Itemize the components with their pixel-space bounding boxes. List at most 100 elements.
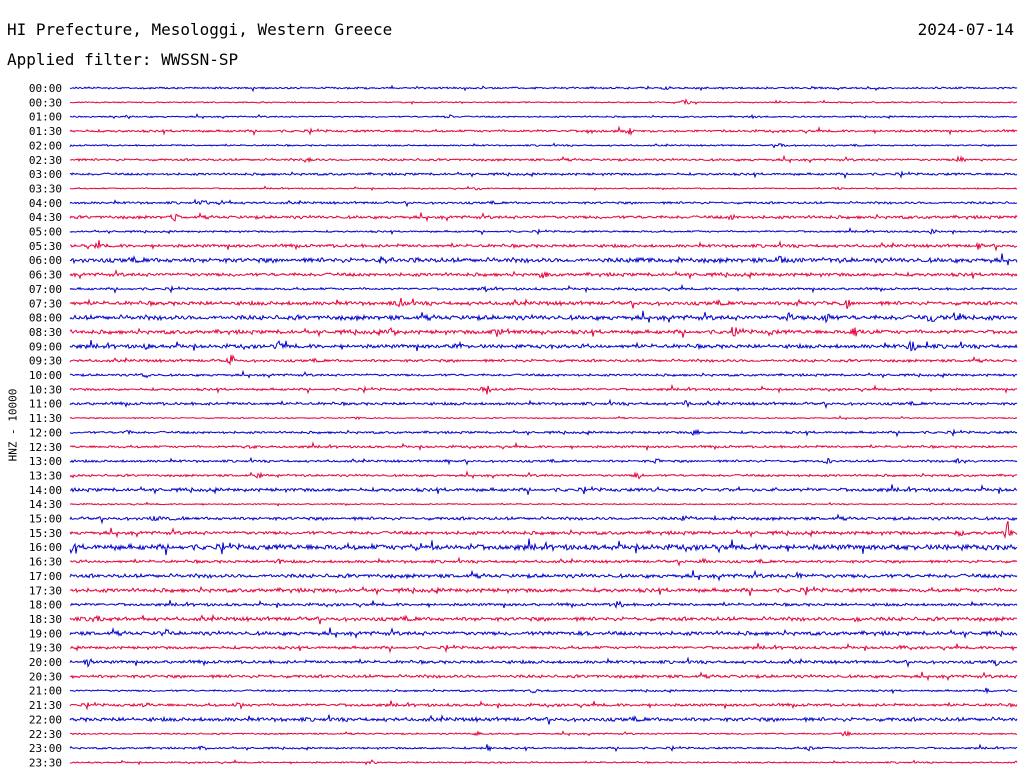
row-time-label: 07:00 [29, 283, 62, 296]
row-time-label: 19:30 [29, 642, 62, 655]
row-time-label: 17:30 [29, 584, 62, 597]
trace-line [69, 687, 1018, 695]
row-time-label: 05:00 [29, 226, 62, 239]
row-time-label: 13:00 [29, 455, 62, 468]
trace-line [69, 240, 1018, 252]
row-time-label: 18:00 [29, 599, 62, 612]
trace-line [69, 626, 1018, 640]
trace-line [69, 84, 1018, 93]
date-label: 2024-07-14 [917, 20, 1014, 39]
trace-line [69, 226, 1018, 236]
row-time-label: 22:30 [29, 728, 62, 741]
trace-line [69, 125, 1018, 137]
trace-line [69, 656, 1018, 668]
trace-line [69, 297, 1018, 309]
row-time-label: 12:00 [29, 426, 62, 439]
row-time-label: 06:00 [29, 254, 62, 267]
row-time-label: 22:00 [29, 713, 62, 726]
row-time-label: 03:30 [29, 182, 62, 195]
trace-line [69, 268, 1018, 280]
trace-line [69, 613, 1018, 625]
row-time-label: 04:00 [29, 197, 62, 210]
trace-line [69, 513, 1018, 525]
row-time-label: 02:00 [29, 139, 62, 152]
row-time-label: 10:00 [29, 369, 62, 382]
trace-line [69, 441, 1018, 452]
row-time-label: 01:30 [29, 125, 62, 138]
trace-line [69, 142, 1018, 149]
row-time-label: 23:00 [29, 742, 62, 755]
trace-line [69, 642, 1018, 654]
trace-line [69, 253, 1018, 266]
row-time-label: 09:30 [29, 355, 62, 368]
row-time-label: 20:30 [29, 670, 62, 683]
trace-line [69, 483, 1018, 495]
trace-line [69, 569, 1018, 582]
trace-line [69, 759, 1018, 766]
row-time-label: 15:30 [29, 527, 62, 540]
row-time-label: 07:30 [29, 297, 62, 310]
trace-line [69, 585, 1018, 597]
row-time-label: 17:00 [29, 570, 62, 583]
trace-line [69, 714, 1018, 725]
row-time-label: 09:00 [29, 340, 62, 353]
row-time-label: 05:30 [29, 240, 62, 253]
row-time-label: 11:30 [29, 412, 62, 425]
trace-line [69, 700, 1018, 711]
trace-line [69, 556, 1018, 567]
row-time-label: 08:30 [29, 326, 62, 339]
row-time-label: 15:00 [29, 513, 62, 526]
row-time-label: 08:00 [29, 312, 62, 325]
row-time-label: 18:30 [29, 613, 62, 626]
trace-line [69, 428, 1018, 438]
row-time-label: 14:00 [29, 484, 62, 497]
trace-line [69, 501, 1018, 507]
row-time-label: 21:00 [29, 685, 62, 698]
trace-line [69, 671, 1018, 682]
row-time-label: 14:30 [29, 498, 62, 511]
trace-line [69, 599, 1018, 610]
row-time-label: 21:30 [29, 699, 62, 712]
row-time-label: 11:00 [29, 398, 62, 411]
trace-line [69, 398, 1018, 410]
trace-line [69, 283, 1018, 294]
trace-line [69, 538, 1018, 556]
trace-line [69, 170, 1018, 180]
trace-line [69, 456, 1018, 466]
row-time-label: 00:00 [29, 82, 62, 95]
row-time-label: 10:30 [29, 383, 62, 396]
row-time-label: 01:00 [29, 111, 62, 124]
trace-line [69, 521, 1018, 540]
trace-line [69, 340, 1018, 352]
filter-label: Applied filter: WWSSN-SP [7, 50, 239, 69]
row-time-label: 16:00 [29, 541, 62, 554]
row-time-label: 06:30 [29, 269, 62, 282]
trace-line [69, 470, 1018, 480]
trace-line [69, 383, 1018, 395]
row-time-label: 20:00 [29, 656, 62, 669]
station-title: HI Prefecture, Mesologgi, Western Greece [7, 20, 393, 39]
trace-line [69, 369, 1018, 379]
trace-line [69, 354, 1018, 366]
row-time-label: 02:30 [29, 154, 62, 167]
row-time-label: 19:00 [29, 627, 62, 640]
trace-line [69, 415, 1018, 421]
trace-line [69, 730, 1018, 737]
row-time-label: 16:30 [29, 556, 62, 569]
trace-line [69, 310, 1018, 324]
trace-line [69, 98, 1018, 106]
row-time-label: 12:30 [29, 441, 62, 454]
trace-line [69, 185, 1018, 192]
row-time-label: 23:30 [29, 756, 62, 769]
trace-line [69, 198, 1017, 208]
trace-line [69, 113, 1018, 120]
row-time-label: 00:30 [29, 96, 62, 109]
trace-line [69, 154, 1018, 164]
row-time-label: 03:00 [29, 168, 62, 181]
row-time-label: 04:30 [29, 211, 62, 224]
trace-line [69, 326, 1018, 338]
row-time-label: 13:30 [29, 469, 62, 482]
trace-line [69, 743, 1018, 753]
trace-line [69, 211, 1018, 223]
